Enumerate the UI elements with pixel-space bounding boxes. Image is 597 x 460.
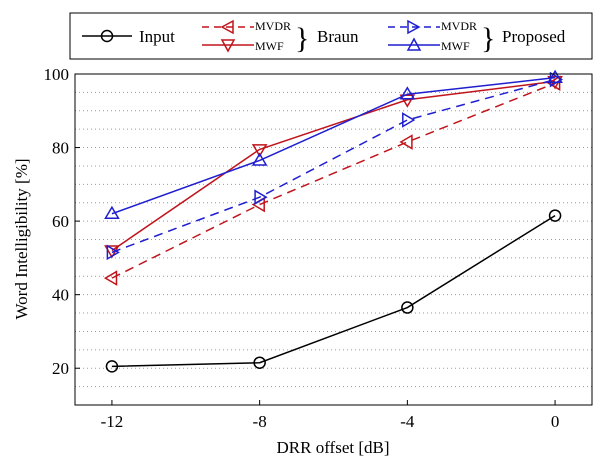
legend-brace-braun: } [295,22,309,55]
x-tick-label: -8 [253,412,267,431]
data-point-mvdr-braun [103,270,118,286]
plot-area: 20 40 60 80 100 -12 -8 -4 0 [44,65,593,431]
legend-label-mvdr-braun: MVDR [255,19,291,33]
series-line-mvdr-proposed [111,78,556,254]
y-tick-label: 100 [44,65,70,84]
legend-marker-input [100,29,114,43]
series-input [105,209,562,373]
data-point-mvdr-braun [399,134,413,150]
x-tick-label: -12 [101,412,124,431]
series-mwf-proposed [104,69,563,220]
data-point-input [253,356,266,369]
data-point-input [548,209,562,222]
plot-frame [75,74,592,405]
y-tick-label: 40 [52,286,69,305]
legend: Input MVDR MWF } Braun MVDR MWF } Propos… [69,12,593,60]
legend-marker-mvdr-proposed [407,19,421,35]
legend-label-mwf-proposed: MWF [441,39,470,53]
series-line-input [111,214,556,368]
plot-border [74,73,593,406]
legend-label-input: Input [139,27,175,46]
data-point-mwf-proposed [399,86,416,100]
legend-marker-mwf-braun [220,39,236,53]
y-tick-label: 80 [52,139,69,158]
series-line-mwf-proposed [111,76,556,215]
data-point-mvdr-proposed [254,189,268,206]
data-point-input [105,360,119,373]
axes: 20 40 60 80 100 -12 -8 -4 0 [44,65,560,431]
x-axis-label: DRR offset [dB] [276,438,389,457]
legend-label-braun: Braun [317,27,359,46]
x-tick-label: -4 [400,412,415,431]
legend-box [69,12,593,60]
data-point-mwf-proposed [547,69,563,83]
data-point-mwf-braun [251,144,268,158]
data-point-mwf-braun [399,94,416,108]
y-tick-label: 20 [52,359,69,378]
legend-marker-mvdr-braun [220,19,234,35]
series-line-mwf-braun [111,80,556,252]
data-point-input [401,301,414,314]
series-line-mvdr-braun [111,82,556,279]
x-tick-label: 0 [551,412,560,431]
legend-marker-mwf-proposed [406,37,422,51]
data-point-mwf-proposed [104,205,120,220]
data-point-mwf-proposed [251,152,268,166]
legend-label-proposed: Proposed [502,27,566,46]
y-axis-label: Word Intelligibility [%] [12,158,31,319]
data-point-mvdr-proposed [402,112,416,128]
legend-label-mwf-braun: MWF [255,39,284,53]
legend-brace-proposed: } [481,22,495,55]
data-point-mvdr-proposed [106,244,120,261]
legend-label-mvdr-proposed: MVDR [441,19,477,33]
series-layer [103,69,564,373]
y-tick-label: 60 [52,212,69,231]
